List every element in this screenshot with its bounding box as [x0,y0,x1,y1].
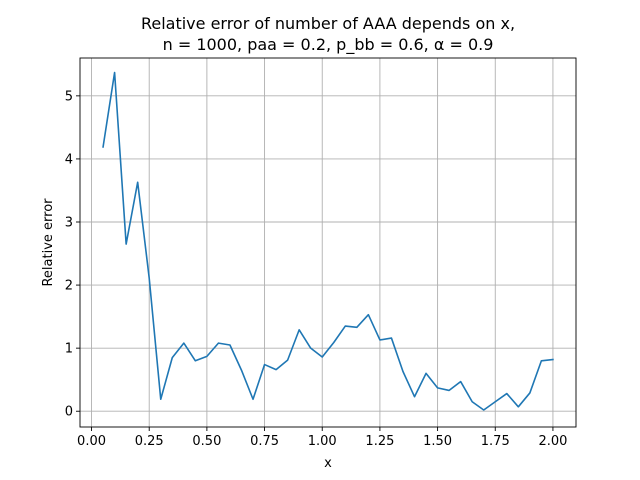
y-tick-label: 4 [65,152,73,167]
axis-ticks: 0.00 0.25 0.50 0.75 1.00 1.25 1.50 1.75 2.00 0 1 2 3… [65,89,568,449]
data-point [103,146,104,147]
data-point [333,342,334,343]
data-point [114,72,115,73]
data-point [160,399,161,400]
data-point [529,392,530,393]
data-point [172,357,173,358]
y-axis-label: Relative error [41,198,56,287]
data-point [149,278,150,279]
chart-title-line-2: n = 1000, paa = 0.2, p_bb = 0.6, α = 0.9 [163,35,494,55]
x-tick-label: 0.25 [135,434,164,449]
data-point [414,396,415,397]
data-point [253,399,254,400]
data-point [264,364,265,365]
data-point [322,356,323,357]
data-point [241,370,242,371]
grid-lines [80,58,576,427]
data-point [552,359,553,360]
y-tick-label: 5 [65,89,73,104]
series-line [102,71,554,411]
y-tick-label: 3 [65,216,73,231]
y-tick-label: 0 [65,405,73,420]
data-point [495,401,496,402]
data-point [541,360,542,361]
data-point [195,360,196,361]
data-point [276,369,277,370]
data-point [229,345,230,346]
y-tick-label: 1 [65,342,73,357]
data-point [183,343,184,344]
x-axis-label: x [324,456,332,471]
data-point [299,329,300,330]
x-tick-label: 0.00 [77,434,106,449]
series-layer [102,71,554,411]
data-point [137,182,138,183]
plot-frame [79,57,577,428]
data-point [391,338,392,339]
chart-title-line-1: Relative error of number of AAA depends … [141,14,515,33]
x-tick-label: 0.50 [192,434,221,449]
data-point [368,314,369,315]
data-point [483,409,484,410]
data-point [460,381,461,382]
data-point [449,390,450,391]
data-point [437,387,438,388]
x-tick-label: 2.00 [538,434,567,449]
x-tick-label: 0.75 [250,434,279,449]
data-point [402,371,403,372]
data-point [518,406,519,407]
x-tick-label: 1.00 [308,434,337,449]
data-point [310,348,311,349]
data-point [345,326,346,327]
x-tick-label: 1.25 [365,434,394,449]
data-point [126,244,127,245]
y-tick-label: 2 [65,279,73,294]
x-tick-label: 1.50 [423,434,452,449]
data-point [206,356,207,357]
x-tick-label: 1.75 [481,434,510,449]
data-point [506,393,507,394]
data-point [287,360,288,361]
data-point [379,339,380,340]
data-point [472,401,473,402]
data-point [426,373,427,374]
data-point [218,343,219,344]
data-point [356,327,357,328]
